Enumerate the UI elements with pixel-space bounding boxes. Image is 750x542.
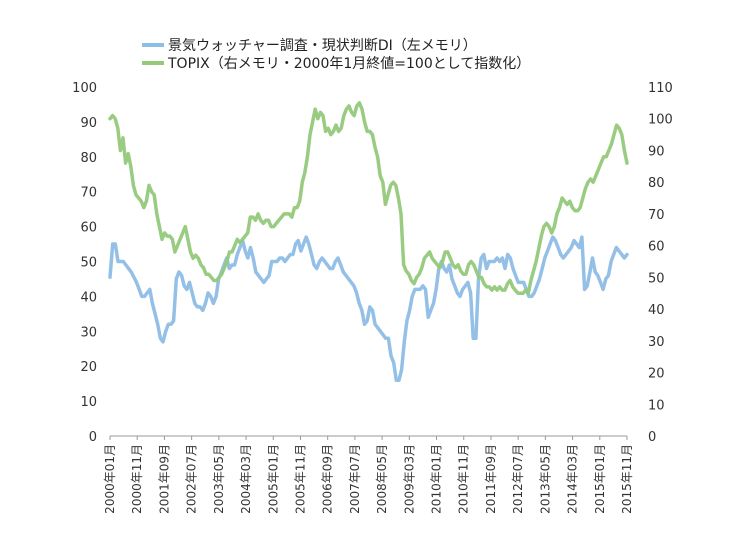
x-tick-label: 2015年01月: [593, 444, 607, 514]
y-right-tick-label: 30: [648, 335, 665, 350]
y-right-tick-label: 20: [648, 367, 665, 382]
y-right-tick-label: 0: [648, 430, 656, 445]
x-tick-label: 2015年11月: [620, 444, 634, 514]
x-tick-label: 2012年07月: [511, 444, 525, 514]
y-left-tick-label: 80: [80, 151, 97, 166]
x-tick-label: 2002年07月: [185, 444, 199, 514]
y-right-tick-label: 70: [648, 208, 665, 223]
x-tick-label: 2010年01月: [430, 444, 444, 514]
x-tick-label: 2000年11月: [130, 444, 144, 514]
x-tick-label: 2000年01月: [103, 444, 117, 514]
y-axis-right: 0 10 20 30 40 50 60 70 80 90 100 110: [648, 81, 673, 445]
y-right-tick-label: 40: [648, 303, 665, 318]
y-left-tick-label: 50: [80, 256, 97, 271]
x-tick-label: 2005年11月: [293, 444, 307, 514]
y-right-tick-label: 10: [648, 398, 665, 413]
y-right-tick-label: 60: [648, 240, 665, 255]
y-right-tick-label: 90: [648, 144, 665, 159]
x-tick-label: 2001年09月: [157, 444, 171, 514]
series-line-0: [108, 235, 629, 382]
legend-label-series-0: 景気ウォッチャー調査・現状判断DI（左メモリ）: [168, 38, 477, 54]
y-left-tick-label: 40: [80, 290, 97, 305]
x-tick-label: 2008年05月: [375, 444, 389, 514]
y-right-tick-label: 50: [648, 271, 665, 286]
x-tick-label: 2006年09月: [321, 444, 335, 514]
x-tick-label: 2003年05月: [212, 444, 226, 514]
y-left-tick-label: 10: [80, 395, 97, 410]
y-left-tick-label: 30: [80, 325, 97, 340]
x-tick-label: 2007年07月: [348, 444, 362, 514]
x-tick-label: 2004年03月: [239, 444, 253, 514]
legend-label-series-1: TOPIX（右メモリ・2000年1月終値=100として指数化）: [167, 56, 530, 72]
y-left-tick-label: 0: [89, 430, 97, 445]
y-right-tick-label: 110: [648, 81, 673, 96]
x-axis: 2000年01月 2000年11月 2001年09月 2002年07月 2003年05月…: [103, 436, 634, 514]
series-line-1: [108, 101, 629, 295]
x-tick-label: 2010年11月: [457, 444, 471, 514]
x-tick-label: 2014年03月: [566, 444, 580, 514]
x-tick-label: 2011年09月: [484, 444, 498, 514]
y-left-tick-label: 90: [80, 116, 97, 131]
x-tick-label: 2009年03月: [402, 444, 416, 514]
plot-area: [108, 101, 629, 382]
y-left-tick-label: 70: [80, 186, 97, 201]
y-right-tick-label: 100: [648, 113, 673, 128]
legend: 景気ウォッチャー調査・現状判断DI（左メモリ） TOPIX（右メモリ・2000年…: [142, 38, 530, 72]
y-left-tick-label: 20: [80, 360, 97, 375]
y-left-tick-label: 60: [80, 221, 97, 236]
y-right-tick-label: 80: [648, 176, 665, 191]
x-tick-label: 2005年01月: [266, 444, 280, 514]
y-left-tick-label: 100: [72, 81, 97, 96]
x-tick-label: 2013年05月: [538, 444, 552, 514]
y-axis-left: 0 10 20 30 40 50 60 70 80 90 100: [72, 81, 97, 445]
